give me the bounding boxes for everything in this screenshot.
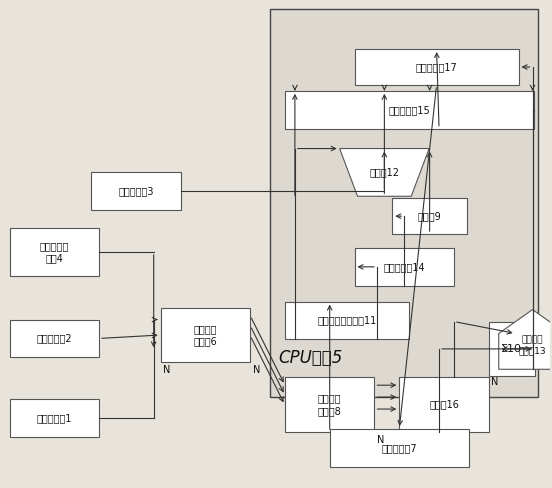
Text: N: N xyxy=(253,366,261,375)
Bar xyxy=(161,307,250,362)
Text: 太阳辐射计2: 太阳辐射计2 xyxy=(36,333,72,344)
Text: 故障显示器7: 故障显示器7 xyxy=(381,443,417,453)
Text: 辐射量功率转换全11: 辐射量功率转换全11 xyxy=(317,316,376,325)
Polygon shape xyxy=(498,309,552,369)
Bar xyxy=(392,198,467,234)
Text: 无线信号
发送器6: 无线信号 发送器6 xyxy=(194,324,217,346)
Text: N: N xyxy=(491,377,498,387)
Bar xyxy=(91,172,181,210)
Text: Σ10: Σ10 xyxy=(501,344,522,354)
Text: CPU主板5: CPU主板5 xyxy=(278,349,342,367)
Bar xyxy=(270,9,539,397)
Bar xyxy=(330,429,469,467)
Bar xyxy=(9,320,99,357)
Bar xyxy=(354,49,519,85)
Bar xyxy=(285,302,409,340)
Text: 故障判别全15: 故障判别全15 xyxy=(389,105,430,115)
Bar xyxy=(285,91,534,129)
Bar xyxy=(9,228,99,276)
Text: 故障处理全17: 故障处理全17 xyxy=(416,62,458,72)
Text: 温度传感器1: 温度传感器1 xyxy=(36,413,72,423)
Text: 电流传感器
阵列4: 电流传感器 阵列4 xyxy=(40,241,69,263)
Text: 乘法器9: 乘法器9 xyxy=(418,211,442,221)
Text: 组串电流
比较全13: 组串电流 比较全13 xyxy=(519,335,546,355)
Bar xyxy=(354,248,454,286)
Text: 寄存全16: 寄存全16 xyxy=(429,400,459,409)
Text: N: N xyxy=(163,366,170,375)
Text: N: N xyxy=(378,435,385,445)
Bar xyxy=(489,322,534,376)
Bar xyxy=(399,377,489,432)
Text: 无线信号
接收器8: 无线信号 接收器8 xyxy=(318,393,342,416)
Polygon shape xyxy=(339,148,429,196)
Text: 温度转换全14: 温度转换全14 xyxy=(384,262,425,272)
Text: 比较全12: 比较全12 xyxy=(369,167,400,178)
Bar xyxy=(9,399,99,437)
Text: 电压传感嚃3: 电压传感嚃3 xyxy=(118,186,153,196)
Bar xyxy=(285,377,374,432)
